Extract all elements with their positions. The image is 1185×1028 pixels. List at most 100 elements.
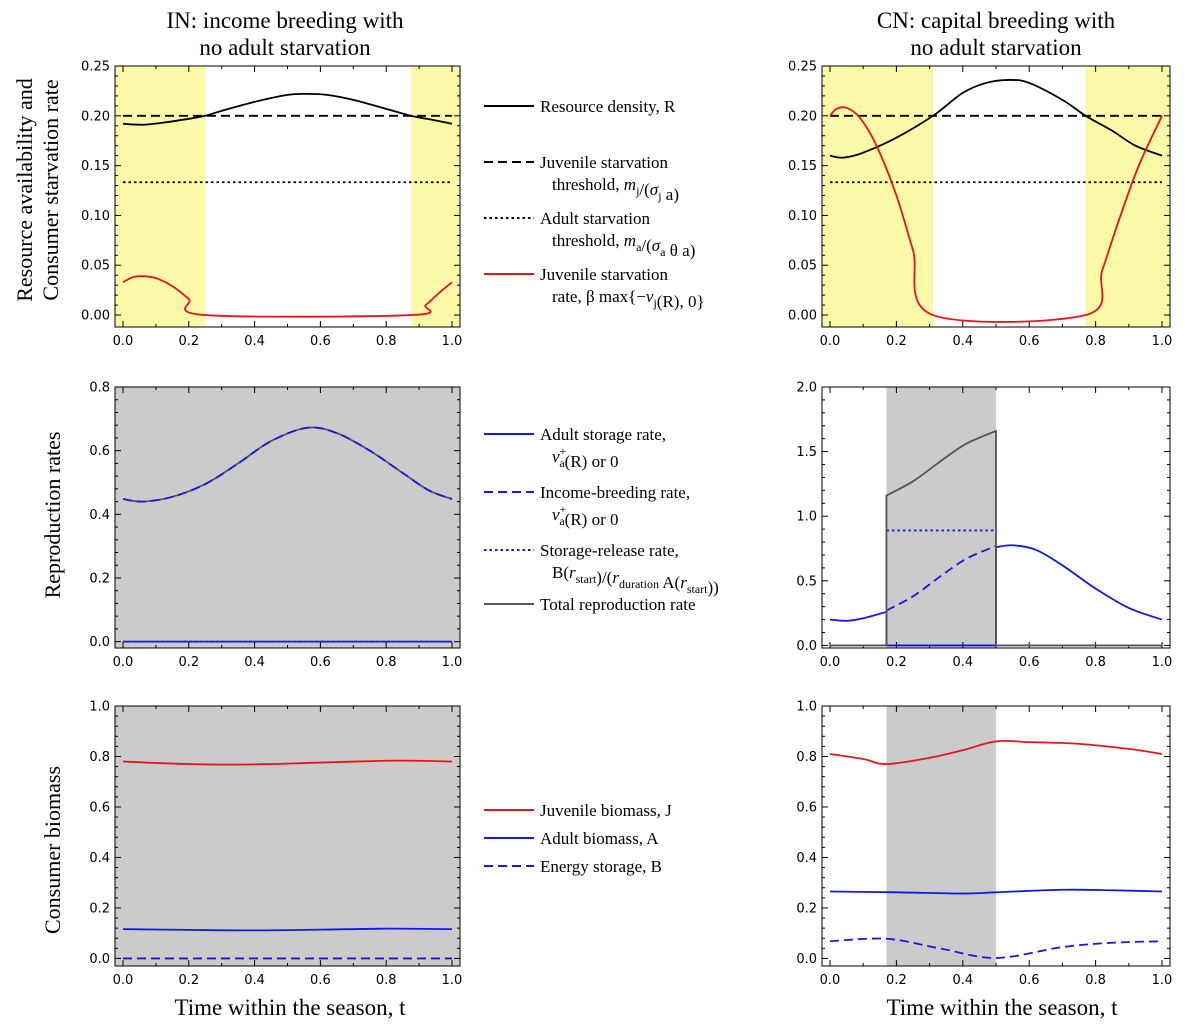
series-line-adult-storage-rate xyxy=(829,544,1163,647)
y-tick-label: 1.0 xyxy=(796,510,817,525)
x-tick-label: 0.2 xyxy=(178,334,199,349)
legend-item-row2-2: Storage-release rate, B(rstart)/(rduratio… xyxy=(484,541,719,597)
legend-label: B(rstart)/(rduration A(rstart)) xyxy=(552,563,719,597)
y-tick-label: 0.00 xyxy=(788,309,817,324)
shaded-region-1 xyxy=(410,66,460,327)
x-tick-label: 1.0 xyxy=(1152,334,1173,349)
y-tick-label: 1.5 xyxy=(796,445,817,460)
y-tick-label: 0.0 xyxy=(89,635,110,650)
panel-CN-resource: 0.0 0.2 0.4 0.6 0.8 1.0 0.00 0.05 0.10 0.15 0.20 0.… xyxy=(788,60,1172,350)
legend-label: ν+ a(R) or 0 xyxy=(552,502,618,529)
y-tick-label: 0.4 xyxy=(796,851,817,866)
x-tick-label: 0.8 xyxy=(376,973,397,988)
panel-IN-resource: 0.0 0.2 0.4 0.6 0.8 1.0 0.00 0.05 0.10 0.15 0.20 0.… xyxy=(81,60,462,350)
y-tick-label: 0.05 xyxy=(81,259,110,274)
title-right-line1: CN: capital breeding with xyxy=(877,8,1116,33)
y-tick-label: 0.10 xyxy=(788,209,817,224)
panels: 0.0 0.2 0.4 0.6 0.8 1.0 0.00 0.05 0.10 0.15 0.20 0.… xyxy=(81,60,1172,989)
legend-item-row2-0: Adult storage rate,ν+ a(R) or 0 xyxy=(484,425,666,471)
y-tick-label: 0.6 xyxy=(796,800,817,815)
shaded-region-0 xyxy=(115,66,206,327)
x-tick-label: 0.8 xyxy=(1085,973,1106,988)
series-line-adult-biomass-a xyxy=(122,927,453,932)
series-line-total-reproduction-rate xyxy=(829,429,1162,647)
y-tick-label: 0.6 xyxy=(89,800,110,815)
y-tick-label: 1.0 xyxy=(796,700,817,715)
shaded-region-0 xyxy=(115,706,460,966)
y-tick-label: 0.5 xyxy=(796,574,817,589)
series-line-energy-storage-b xyxy=(829,937,1163,959)
series-line-resource-density-r xyxy=(122,92,453,126)
y-tick-label: 0.15 xyxy=(788,159,817,174)
legend-item-row2-3: Total reproduction rate xyxy=(484,595,696,614)
y-tick-label: 0.0 xyxy=(796,952,817,967)
y-tick-label: 0.0 xyxy=(89,952,110,967)
shaded-region-0 xyxy=(886,387,996,648)
y-tick-label: 0.6 xyxy=(89,444,110,459)
y-tick-label: 0.2 xyxy=(89,901,110,916)
legend-label: Adult biomass, A xyxy=(540,829,659,848)
legend-item-row2-1: Income-breeding rate,ν+ a(R) or 0 xyxy=(484,483,690,529)
legend-item-row3-0: Juvenile biomass, J xyxy=(484,801,672,820)
x-tick-label: 0.6 xyxy=(1019,655,1040,670)
legend-label: ν+ a(R) or 0 xyxy=(552,444,618,471)
x-tick-label: 0.0 xyxy=(820,655,841,670)
panel-CN-biomass: 0.0 0.2 0.4 0.6 0.8 1.0 0.0 0.2 0.4 0.6 0.8 1.0 xyxy=(796,700,1172,989)
legend-label: Juvenile biomass, J xyxy=(540,801,672,820)
y-tick-label: 0.4 xyxy=(89,508,110,523)
x-tick-label: 0.4 xyxy=(952,973,973,988)
x-tick-label: 0.4 xyxy=(244,655,265,670)
x-tick-label: 0.0 xyxy=(820,334,841,349)
y-tick-label: 0.20 xyxy=(81,109,110,124)
series-line-income-breeding-rate xyxy=(886,545,997,612)
title-left-line2: no adult starvation xyxy=(199,35,371,60)
legend-label: Total reproduction rate xyxy=(540,595,696,614)
x-tick-label: 0.8 xyxy=(376,334,397,349)
y-tick-label: 0.15 xyxy=(81,159,110,174)
x-tick-label: 0.8 xyxy=(376,655,397,670)
x-tick-label: 0.2 xyxy=(886,973,907,988)
x-tick-label: 0.2 xyxy=(178,655,199,670)
legend-label: Storage-release rate, xyxy=(540,541,679,560)
series-line-resource-density-r xyxy=(829,79,1163,159)
y-tick-label: 0.8 xyxy=(89,750,110,765)
series-line-juvenile-starvation-rate xyxy=(829,106,1163,323)
panel-IN-reproduction: 0.0 0.2 0.4 0.6 0.8 1.0 0.0 0.2 0.4 0.6 0.8 xyxy=(89,381,462,671)
x-tick-label: 1.0 xyxy=(442,655,463,670)
legend-label: Resource density, R xyxy=(540,97,676,116)
ylabel-row2: Reproduction rates xyxy=(40,432,65,599)
y-tick-label: 0.10 xyxy=(81,209,110,224)
x-tick-label: 1.0 xyxy=(442,973,463,988)
x-tick-label: 0.6 xyxy=(1019,334,1040,349)
x-tick-label: 0.4 xyxy=(952,655,973,670)
y-tick-label: 0.2 xyxy=(796,901,817,916)
ylabel-row3: Consumer biomass xyxy=(40,766,65,934)
x-tick-label: 1.0 xyxy=(1152,655,1173,670)
x-tick-label: 0.4 xyxy=(244,973,265,988)
legend-label: Adult starvation xyxy=(540,209,651,228)
x-tick-label: 0.2 xyxy=(886,334,907,349)
y-tick-label: 1.0 xyxy=(89,700,110,715)
xlabel-left: Time within the season, t xyxy=(174,995,406,1020)
shaded-region-0 xyxy=(115,387,460,648)
y-tick-label: 0.0 xyxy=(796,639,817,654)
x-tick-label: 1.0 xyxy=(1152,973,1173,988)
y-tick-label: 0.25 xyxy=(81,60,110,75)
legend-item-row3-1: Adult biomass, A xyxy=(484,829,659,848)
legend-label: Energy storage, B xyxy=(540,857,662,876)
legend-label: Juvenile starvation xyxy=(540,153,668,172)
title-left-line1: IN: income breeding with xyxy=(167,8,404,33)
x-tick-label: 0.8 xyxy=(1085,334,1106,349)
x-tick-label: 0.4 xyxy=(244,334,265,349)
x-tick-label: 0.6 xyxy=(1019,973,1040,988)
panel-IN-biomass: 0.0 0.2 0.4 0.6 0.8 1.0 0.0 0.2 0.4 0.6 0.8 1.0 xyxy=(89,700,462,989)
y-tick-label: 0.25 xyxy=(788,60,817,75)
y-tick-label: 0.2 xyxy=(89,571,110,586)
y-tick-label: 0.05 xyxy=(788,259,817,274)
y-tick-label: 0.8 xyxy=(796,750,817,765)
x-tick-label: 0.0 xyxy=(113,334,134,349)
legend-label: threshold, ma/(σa θ a) xyxy=(552,231,695,260)
legend-item-row1-3: Juvenile starvation rate, β max{−νj(R), 0… xyxy=(484,265,705,311)
legend-label: Income-breeding rate, xyxy=(540,483,690,502)
